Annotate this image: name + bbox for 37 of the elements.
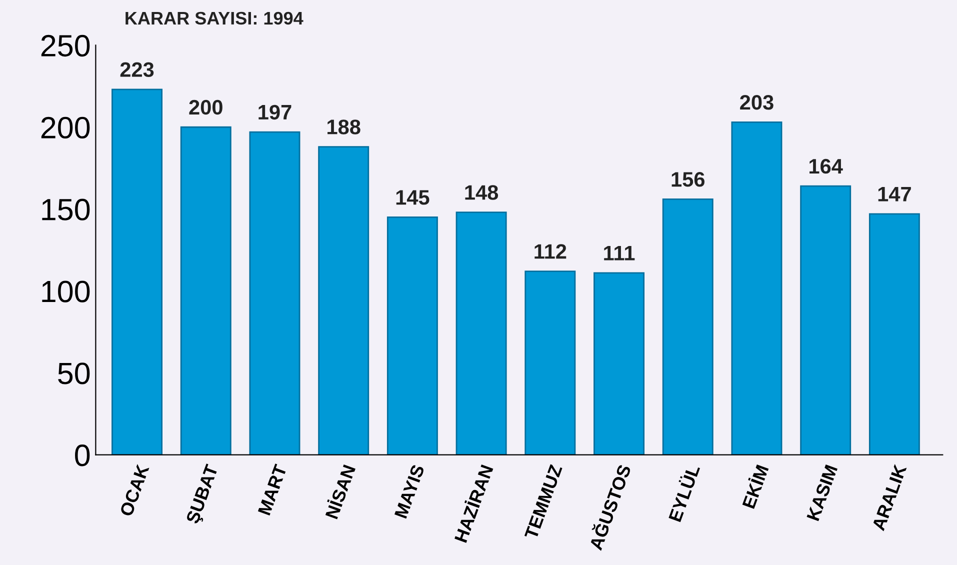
data-label: 197: [258, 104, 292, 120]
bar: [800, 185, 852, 455]
x-tick-label: EKİM: [740, 463, 769, 509]
data-label: 145: [396, 190, 430, 205]
x-tick-label: MART: [258, 464, 287, 516]
data-label: 147: [878, 186, 911, 202]
bar: [594, 272, 644, 455]
chart-title: KARAR SAYISI: 1994: [126, 12, 304, 25]
bar: [112, 88, 162, 455]
bar: [318, 146, 370, 455]
bar: [868, 213, 920, 455]
x-tick-label: ŞUBAT: [186, 464, 222, 526]
data-label: 188: [328, 120, 360, 134]
bar: [731, 122, 782, 455]
bar: [456, 212, 507, 455]
data-label: 156: [672, 172, 704, 187]
y-tick-label: 200: [41, 116, 90, 138]
y-tick-label: 100: [42, 280, 90, 302]
y-tick-label: 50: [58, 362, 90, 384]
bar: [662, 198, 714, 455]
data-label: 200: [189, 100, 222, 115]
data-label: 203: [740, 95, 774, 110]
x-tick-label: MAYIS: [394, 464, 425, 519]
bar: [386, 216, 438, 455]
data-label: 223: [120, 62, 154, 78]
data-label: 112: [534, 244, 566, 259]
bar: [249, 131, 300, 455]
bar: [180, 126, 232, 455]
data-label: 148: [465, 185, 498, 200]
data-label: 164: [810, 158, 843, 174]
bar: [524, 270, 576, 455]
x-tick-label: OCAK: [120, 463, 150, 517]
data-label: 111: [604, 246, 635, 260]
x-tick-label: NİSAN: [322, 464, 356, 520]
y-tick-label: 150: [42, 198, 90, 220]
y-tick-label: 250: [41, 34, 90, 57]
y-tick-label: 0: [75, 444, 90, 466]
